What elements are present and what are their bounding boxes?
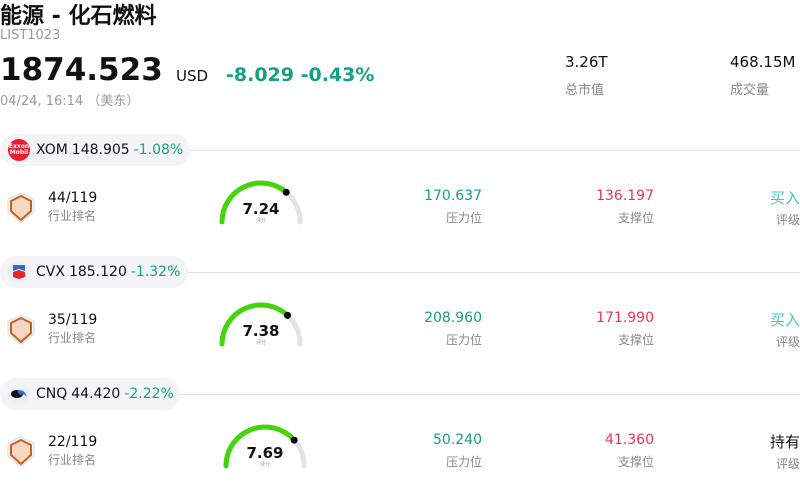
industry-rank-label: 行业排名 [48,453,97,467]
industry-rank: 44/119 [48,190,98,206]
score-gauge [219,302,303,347]
stock-change: -1.32% [130,264,181,280]
resistance-label: 压力位 [445,455,482,469]
currency: USD [176,67,209,85]
price-change: -8.029 -0.43% [226,64,375,86]
stock-header-cvx[interactable]: CVX 185.120 -1.32% [0,256,188,288]
page-title: 能源 - 化石燃料 [0,4,157,29]
rank-shield-icon [7,436,35,468]
rating-label: 评级 [775,457,800,471]
list-code: LIST1023 [0,28,61,43]
industry-rank: 35/119 [48,312,98,328]
stock-header-cnq[interactable]: CNQ 44.420 -2.22% [0,378,180,410]
divider [180,394,800,395]
rating-value: 持有 [769,433,800,451]
resistance-label: 压力位 [445,333,482,347]
score-gauge [223,424,307,469]
index-price: 1874.523 [0,52,163,88]
rating-value: 买入 [769,311,800,329]
industry-rank-label: 行业排名 [48,209,97,223]
gauge-fill [219,302,291,347]
ticker: XOM [36,142,68,158]
rating-label: 评级 [775,213,800,227]
resistance-value: 50.240 [433,432,482,448]
score-label: 评分 [255,340,266,346]
score-gauge [219,180,303,225]
gauge-marker [290,436,298,444]
industry-rank-label: 行业排名 [48,331,97,345]
divider [190,150,800,151]
rating-label: 评级 [775,335,800,349]
gauge-marker [284,311,292,319]
market-cap-label: 总市值 [565,83,605,98]
support-label: 支撑位 [617,333,654,347]
support-label: 支撑位 [617,455,654,469]
stock-price: 44.420 [71,386,121,402]
volume-label: 成交量 [730,83,770,98]
support-value: 171.990 [596,310,654,326]
stock-change: -1.08% [133,142,184,158]
stock-price: 148.905 [71,142,130,158]
gauge-fill [219,180,289,225]
industry-rank: 22/119 [48,434,98,450]
support-label: 支撑位 [617,211,654,225]
gauge-fill [223,424,297,469]
score-label: 评分 [259,462,270,468]
score-value: 7.69 [246,444,284,462]
rank-shield-icon [7,314,35,346]
volume-value: 468.15M [730,53,796,71]
resistance-value: 208.960 [424,310,482,326]
stock-header-xom[interactable]: Exxon Mobil XOM 148.905 -1.08% [0,134,190,166]
score-value: 7.24 [242,200,280,218]
resistance-label: 压力位 [445,211,482,225]
rank-shield-icon [7,192,35,224]
support-value: 136.197 [596,188,654,204]
support-value: 41.360 [605,432,654,448]
score-label: 评分 [255,218,266,224]
market-cap-value: 3.26T [565,53,608,71]
divider [188,272,800,273]
ticker: CVX [36,264,65,280]
stock-price: 185.120 [68,264,127,280]
cnq-logo-icon [8,383,32,405]
resistance-value: 170.637 [424,188,482,204]
gauge-marker [282,188,290,196]
timestamp: 04/24, 16:14 （美东） [0,94,140,109]
score-value: 7.38 [242,322,280,340]
chevron-logo-icon [8,261,32,283]
stock-change: -2.22% [124,386,174,402]
rating-value: 买入 [769,189,800,207]
exxon-logo-icon: Exxon Mobil [8,139,32,161]
ticker: CNQ [36,386,68,402]
